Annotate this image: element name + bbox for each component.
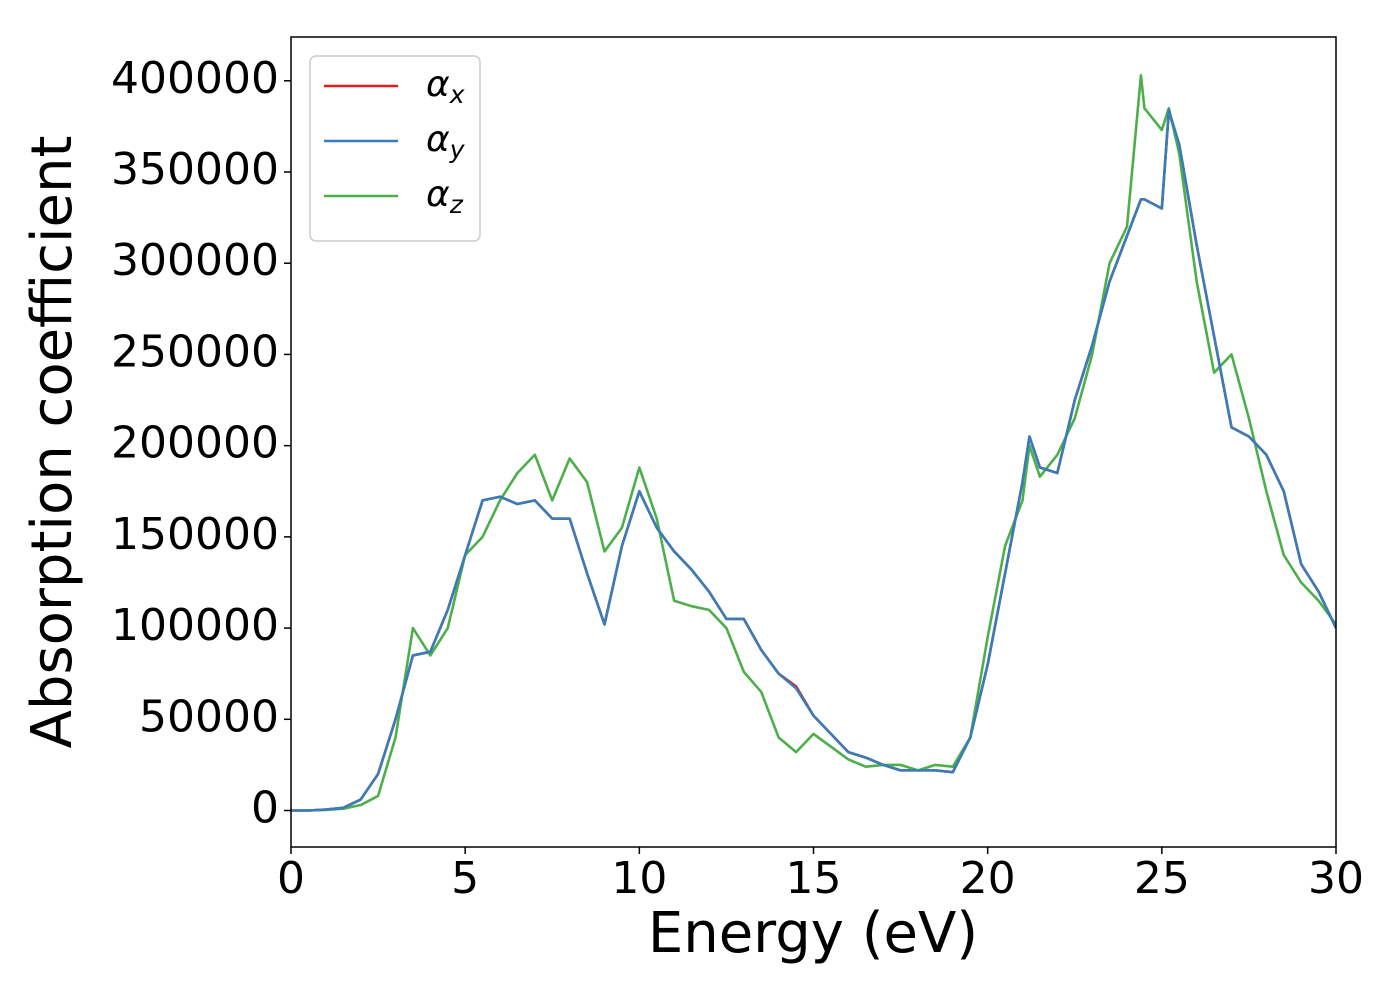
plot-frame: [290, 36, 1337, 848]
y-tick-label: 100000: [111, 600, 279, 651]
x-axis-label: Energy (eV): [648, 901, 978, 966]
x-tick-label: 5: [451, 853, 479, 904]
x-tick-label: 10: [611, 853, 667, 904]
legend-label: αz: [426, 174, 464, 219]
legend-label: αx: [426, 64, 465, 109]
x-tick-label: 25: [1134, 853, 1190, 904]
x-tick-label: 15: [786, 853, 842, 904]
y-tick-label: 300000: [111, 235, 279, 286]
data-line: [291, 108, 1336, 812]
y-tick-label: 200000: [111, 418, 279, 469]
y-tick-label: 350000: [111, 144, 279, 195]
y-tick-label: 0: [251, 783, 279, 834]
y-tick-label: 50000: [139, 691, 279, 742]
y-axis-label: Absorption coefficient: [20, 136, 85, 749]
y-tick-label: 400000: [111, 53, 279, 104]
legend-label: αy: [426, 119, 466, 164]
x-tick-label: 30: [1308, 853, 1364, 904]
x-tick-label: 0: [277, 853, 305, 904]
y-tick-label: 250000: [111, 326, 279, 377]
y-tick-label: 150000: [111, 509, 279, 560]
data-line: [291, 74, 1336, 812]
x-tick-label: 20: [960, 853, 1016, 904]
